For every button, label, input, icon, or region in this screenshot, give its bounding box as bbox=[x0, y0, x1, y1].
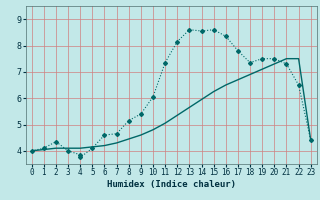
X-axis label: Humidex (Indice chaleur): Humidex (Indice chaleur) bbox=[107, 180, 236, 189]
